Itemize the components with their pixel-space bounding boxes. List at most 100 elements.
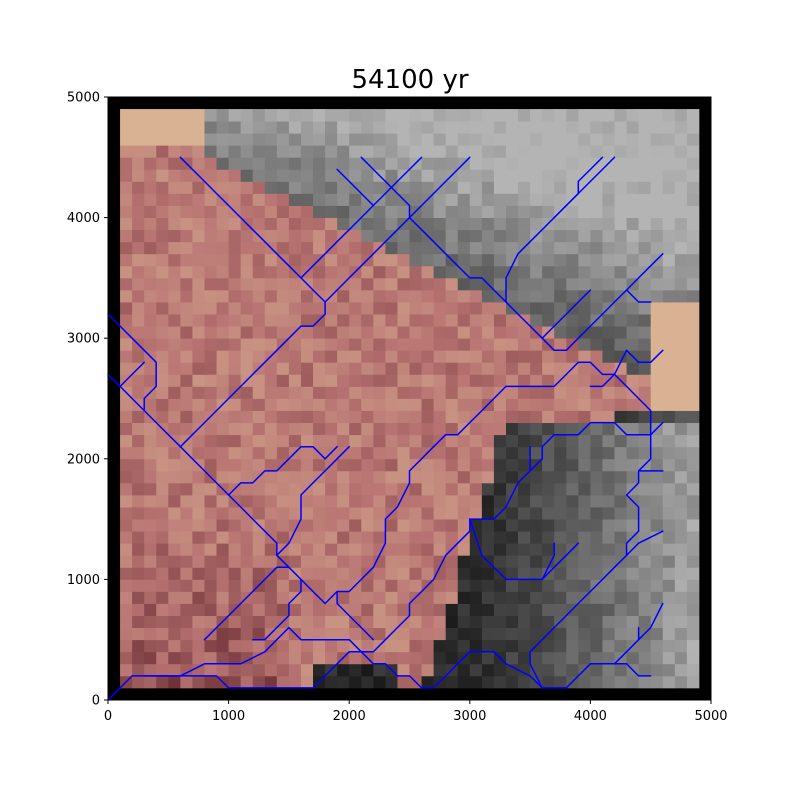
raster-cell: [602, 145, 615, 158]
raster-cell: [457, 181, 471, 194]
raster-cell: [602, 663, 615, 677]
raster-cell: [578, 386, 591, 399]
raster-cell: [216, 386, 229, 399]
raster-cell: [144, 145, 157, 158]
raster-cell: [192, 434, 205, 448]
raster-cell: [409, 145, 422, 158]
raster-cell: [686, 217, 700, 231]
raster-cell: [409, 338, 422, 351]
raster-cell: [626, 507, 640, 520]
raster-cell: [518, 627, 531, 641]
raster-cell: [192, 289, 205, 303]
raster-cell: [264, 519, 278, 532]
raster-cell: [373, 543, 386, 556]
raster-cell: [240, 350, 254, 363]
raster-cell: [686, 555, 700, 568]
raster-cell: [276, 314, 290, 327]
raster-cell: [252, 181, 266, 194]
raster-cell: [192, 446, 205, 460]
raster-cell: [300, 386, 314, 399]
raster-cell: [674, 446, 688, 460]
raster-cell: [433, 615, 447, 629]
raster-cell: [180, 458, 193, 472]
raster-cell: [373, 675, 386, 689]
raster-cell: [542, 410, 555, 424]
raster-cell: [192, 482, 205, 496]
raster-cell: [481, 470, 495, 484]
raster-cell: [120, 350, 133, 363]
raster-cell: [349, 422, 362, 436]
x-axis: 0 1000 2000 3000 4000 5000: [104, 700, 728, 724]
raster-cell: [481, 507, 495, 520]
river-segment-30: [408, 216, 664, 352]
raster-cell: [132, 434, 145, 448]
raster-cell: [662, 458, 676, 472]
raster-cell: [469, 482, 483, 496]
raster-cell: [349, 338, 362, 351]
raster-cell: [674, 338, 688, 351]
raster-cell: [240, 555, 254, 568]
raster-cell: [216, 302, 229, 315]
raster-cell: [288, 651, 302, 665]
raster-cell: [493, 133, 507, 146]
raster-cell: [505, 615, 519, 629]
raster-cell: [650, 482, 664, 496]
raster-cell: [518, 277, 531, 291]
raster-cell: [566, 109, 579, 122]
raster-cell: [325, 422, 338, 436]
raster-cell: [626, 121, 640, 134]
raster-cell: [614, 109, 627, 122]
raster-cell: [590, 338, 603, 351]
raster-cell: [192, 639, 205, 653]
raster-cell: [180, 531, 193, 544]
raster-cell: [445, 627, 459, 641]
raster-cell: [590, 591, 603, 604]
raster-cell: [240, 326, 254, 339]
raster-cell: [325, 615, 338, 629]
raster-cell: [626, 133, 640, 146]
raster-cell: [433, 555, 447, 568]
raster-cell: [409, 133, 422, 146]
raster-cell: [686, 591, 700, 604]
raster-cell: [505, 145, 519, 158]
raster-cell: [204, 458, 217, 472]
raster-cell: [602, 386, 615, 399]
raster-cell: [361, 386, 374, 399]
raster-cell: [361, 338, 374, 351]
raster-cell: [638, 193, 652, 206]
raster-cell: [662, 627, 676, 641]
raster-cell: [469, 314, 483, 327]
raster-cell: [686, 543, 700, 556]
raster-cell: [313, 229, 326, 243]
raster-cell: [204, 241, 217, 255]
raster-cell: [626, 422, 640, 436]
raster-cell: [313, 157, 326, 170]
raster-cell: [349, 410, 362, 424]
raster-cell: [300, 253, 314, 267]
raster-cell: [252, 422, 266, 436]
raster-cell: [626, 446, 640, 460]
river-segment-31: [541, 289, 592, 339]
raster-cell: [433, 470, 447, 484]
raster-cell: [132, 229, 145, 243]
raster-cell: [240, 109, 254, 122]
raster-cell: [288, 675, 302, 689]
raster-cell: [602, 543, 615, 556]
raster-cell: [156, 410, 169, 424]
raster-cell: [397, 253, 410, 267]
raster-cell: [530, 302, 543, 315]
raster-cell: [421, 615, 435, 629]
raster-cell: [578, 446, 591, 460]
raster-cell: [361, 169, 374, 182]
raster-cell: [204, 314, 217, 327]
raster-cell: [168, 615, 181, 629]
raster-cell: [132, 374, 145, 387]
raster-cell: [578, 277, 591, 291]
raster-cell: [313, 350, 326, 363]
raster-cell: [373, 253, 386, 267]
raster-cell: [156, 603, 169, 616]
raster-cell: [313, 145, 326, 158]
raster-cell: [505, 109, 519, 122]
raster-cell: [445, 265, 459, 279]
raster-cell: [638, 507, 652, 520]
